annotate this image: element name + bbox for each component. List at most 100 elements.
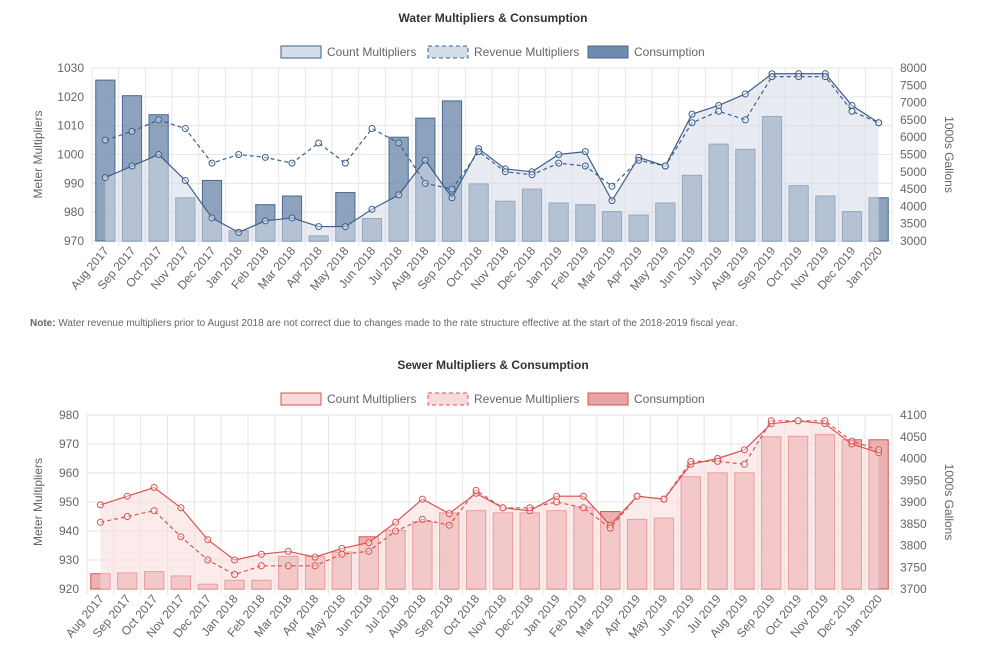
revenue-point [311, 562, 319, 570]
y-tick-right: 4050 [900, 430, 927, 444]
chart-title: Water Multipliers & Consumption [399, 11, 588, 25]
y-tick-right: 6500 [900, 113, 927, 127]
revenue-point [795, 73, 803, 81]
legend-label: Revenue Multipliers [474, 45, 579, 59]
revenue-point [821, 417, 829, 425]
revenue-point [284, 562, 292, 570]
y-tick-right: 3700 [900, 582, 927, 596]
y-tick-right: 4500 [900, 182, 927, 196]
note: Note: Water revenue multipliers prior to… [30, 318, 738, 329]
count-point [579, 492, 587, 500]
points [96, 417, 883, 578]
count-point [553, 492, 561, 500]
count-point [181, 176, 189, 184]
revenue-point [418, 515, 426, 523]
count-area [105, 73, 879, 242]
y-tick-left: 940 [59, 524, 79, 538]
y-tick-left: 960 [59, 466, 79, 480]
revenue-line [105, 76, 879, 190]
count-point [715, 101, 723, 109]
count-point [155, 151, 163, 158]
revenue-point [392, 527, 400, 535]
revenue-point [848, 437, 856, 445]
count-point [315, 223, 323, 231]
revenue-point [123, 513, 131, 520]
legend-swatch [427, 392, 469, 406]
note-text: Water revenue multipliers prior to Augus… [58, 318, 738, 329]
water-chart: Water Multipliers & Consumption Count Mul… [31, 11, 956, 293]
count-point [421, 156, 429, 164]
revenue-point [528, 171, 536, 179]
revenue-point [608, 182, 616, 190]
revenue-point [341, 159, 349, 167]
revenue-point [208, 159, 216, 167]
y-tick-right: 6000 [900, 130, 927, 144]
y-tick-left: 980 [64, 205, 84, 219]
count-point [418, 495, 426, 503]
revenue-point [96, 518, 104, 526]
revenue-point [368, 125, 376, 133]
revenue-point [848, 107, 856, 115]
revenue-point [553, 498, 561, 506]
count-point [368, 205, 376, 213]
revenue-point [472, 486, 480, 494]
revenue-point [395, 139, 403, 147]
revenue-point [767, 417, 775, 425]
count-point [741, 90, 749, 98]
y-axis-left: 970 980 990 1000 1010 1020 1030 [57, 61, 84, 248]
revenue-point [475, 148, 483, 156]
revenue-point [768, 73, 776, 81]
note-label: Note: [30, 318, 56, 329]
legend-label: Revenue Multipliers [474, 392, 579, 406]
count-line [100, 420, 879, 561]
count-point [284, 547, 292, 555]
y-tick-right: 3800 [900, 539, 927, 553]
y-tick-left: 990 [64, 176, 84, 190]
revenue-point [365, 547, 373, 555]
y-tick-right: 3000 [900, 234, 927, 248]
revenue-point [448, 185, 456, 193]
revenue-point [231, 571, 239, 578]
count-point [341, 223, 349, 231]
count-point [235, 228, 243, 236]
y-axis-left: 920 930 940 950 960 970 980 [59, 408, 79, 596]
count-point [101, 174, 109, 182]
count-point [448, 194, 456, 202]
chart-title: Sewer Multipliers & Consumption [397, 358, 588, 372]
revenue-point [128, 127, 136, 135]
legend-label: Count Multipliers [327, 392, 416, 406]
revenue-point [875, 446, 883, 454]
count-point [231, 556, 239, 564]
y-tick-right: 5000 [900, 165, 927, 179]
y-tick-right: 5500 [900, 148, 927, 162]
revenue-point [661, 162, 669, 170]
revenue-point [555, 159, 563, 167]
count-point [445, 510, 453, 518]
revenue-point [261, 153, 269, 161]
y-axis-title-right: 1000s Gallons [942, 116, 956, 193]
y-tick-left: 950 [59, 495, 79, 509]
legend-swatch [280, 392, 322, 406]
legend-swatch [587, 45, 629, 59]
count-point [555, 151, 563, 158]
legend-swatch [587, 392, 629, 406]
revenue-point [338, 550, 346, 558]
count-point [848, 101, 856, 109]
legend-label: Count Multipliers [327, 45, 416, 59]
points [101, 70, 883, 236]
revenue-point [633, 492, 641, 500]
revenue-point [579, 504, 587, 512]
legend-item-3: Consumption [587, 45, 705, 59]
y-axis-title-left: Meter Multipliers [31, 110, 45, 198]
revenue-point [155, 116, 163, 124]
revenue-point [715, 107, 723, 115]
legend-swatch [280, 45, 322, 59]
count-point [204, 536, 212, 544]
revenue-point [445, 521, 453, 529]
y-tick-right: 3750 [900, 560, 927, 574]
count-point [128, 162, 136, 170]
count-point [311, 553, 319, 561]
y-tick-right: 7500 [900, 78, 927, 92]
count-point [150, 484, 158, 491]
count-point [177, 504, 185, 512]
